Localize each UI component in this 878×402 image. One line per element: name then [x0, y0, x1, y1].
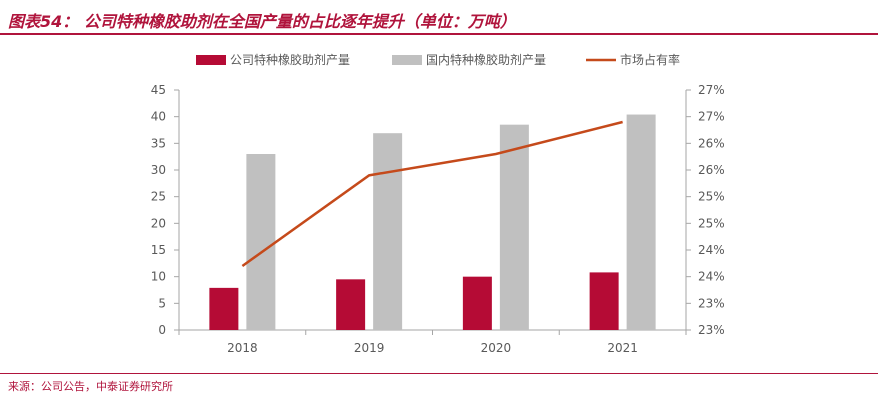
legend-label-0: 公司特种橡胶助剂产量 [230, 52, 350, 67]
x-tick-label: 2018 [227, 341, 258, 355]
bar-company-2018 [209, 287, 239, 330]
title-divider [0, 33, 878, 35]
left-tick-label: 20 [151, 216, 166, 230]
left-tick-label: 40 [151, 110, 166, 124]
right-tick-label: 27% [698, 83, 725, 97]
left-tick-label: 35 [151, 136, 166, 150]
left-tick-label: 25 [151, 190, 166, 204]
right-tick-label: 25% [698, 190, 725, 204]
right-tick-label: 27% [698, 110, 725, 124]
left-tick-label: 15 [151, 243, 166, 257]
right-tick-label: 24% [698, 243, 725, 257]
source-divider [0, 373, 878, 374]
bar-company-2019 [336, 279, 366, 330]
left-tick-label: 10 [151, 270, 166, 284]
legend-label-1: 国内特种橡胶助剂产量 [426, 52, 546, 67]
bar-company-2021 [589, 272, 619, 330]
right-tick-label: 26% [698, 136, 725, 150]
legend-swatch-1 [392, 55, 422, 65]
left-tick-label: 5 [158, 296, 166, 310]
right-tick-label: 25% [698, 216, 725, 230]
bar-domestic-2021 [626, 114, 656, 331]
left-tick-label: 30 [151, 163, 166, 177]
source-note: 来源：公司公告，中泰证券研究所 [8, 380, 173, 393]
title-bar: 图表54： 公司特种橡胶助剂在全国产量的占比逐年提升（单位：万吨） [0, 0, 878, 35]
x-tick-label: 2020 [481, 341, 512, 355]
page-title: 图表54： 公司特种橡胶助剂在全国产量的占比逐年提升（单位：万吨） [8, 12, 516, 31]
right-tick-label: 23% [698, 323, 725, 337]
bar-domestic-2019 [373, 133, 403, 330]
right-tick-label: 23% [698, 296, 725, 310]
x-tick-label: 2019 [354, 341, 385, 355]
right-tick-label: 26% [698, 163, 725, 177]
line-market-share [241, 120, 623, 268]
bar-domestic-2018 [246, 154, 276, 330]
right-tick-label: 24% [698, 270, 725, 284]
bar-domestic-2020 [499, 124, 529, 331]
legend-label-2: 市场占有率 [620, 52, 680, 67]
x-tick-label: 2021 [607, 341, 638, 355]
combo-chart: 公司特种橡胶助剂产量 国内特种橡胶助剂产量 市场占有率 0 5 10 15 20 25 30 35 4… [151, 52, 725, 355]
bar-company-2020 [462, 276, 492, 330]
chart-legend: 公司特种橡胶助剂产量 国内特种橡胶助剂产量 市场占有率 [196, 52, 680, 67]
left-tick-label: 45 [151, 83, 166, 97]
left-tick-label: 0 [158, 323, 166, 337]
legend-swatch-0 [196, 55, 226, 65]
